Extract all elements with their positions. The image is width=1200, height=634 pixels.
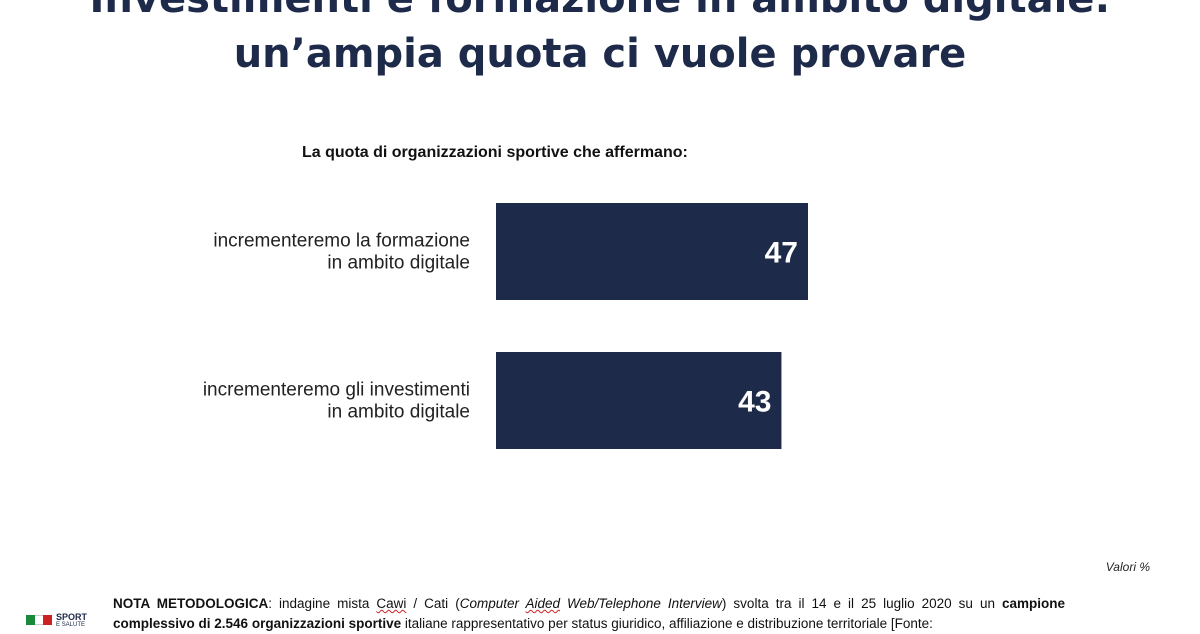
units-label: Valori % xyxy=(1105,560,1150,574)
note-part1: : indagine mista xyxy=(268,596,377,611)
logo-subtext: E SALUTE xyxy=(56,622,86,628)
bar-2 xyxy=(496,352,782,449)
page-title-line-1: Investimenti e formazione in ambito digi… xyxy=(0,0,1200,24)
category-label-line: in ambito digitale xyxy=(327,402,470,423)
note-sample: campione complessivo di 2.546 organizzaz… xyxy=(113,596,1066,631)
note-aided: Aided xyxy=(525,596,561,611)
chart-subtitle: La quota di organizzazioni sportive che … xyxy=(302,144,688,161)
category-label-line: incrementeremo gli investimenti xyxy=(203,380,470,401)
bar-value-label-1: 47 xyxy=(765,237,798,270)
bar-1 xyxy=(496,203,808,300)
page-title-line-2: un’ampia quota ci vuole provare xyxy=(233,31,967,77)
note-italic2: Web/Telephone Interview xyxy=(560,596,722,611)
note-part4: italiane rappresentativo per status giur… xyxy=(401,616,933,631)
category-label-1: incrementeremo la formazione in ambito di… xyxy=(213,231,470,274)
category-label-line: in ambito digitale xyxy=(327,253,470,274)
logo-text: SPORT xyxy=(56,612,88,622)
note-part2: / Cati ( xyxy=(406,596,460,611)
sport-e-salute-logo: SPORT E SALUTE xyxy=(26,612,96,628)
note-part3: ) svolta tra il 14 e il 25 luglio 2020 s… xyxy=(721,596,1002,611)
note-lead: NOTA METODOLOGICA xyxy=(113,596,269,611)
note-cawi: Cawi xyxy=(376,596,407,611)
note-italic1: Computer xyxy=(459,596,526,611)
italian-flag-icon xyxy=(26,615,53,625)
bar-value-label-2: 43 xyxy=(738,386,771,419)
category-label-line: incrementeremo la formazione xyxy=(213,231,470,252)
category-label-2: incrementeremo gli investimenti in ambito… xyxy=(203,380,470,423)
methodology-note: NOTA METODOLOGICA: indagine mista Cawi /… xyxy=(113,594,1065,634)
